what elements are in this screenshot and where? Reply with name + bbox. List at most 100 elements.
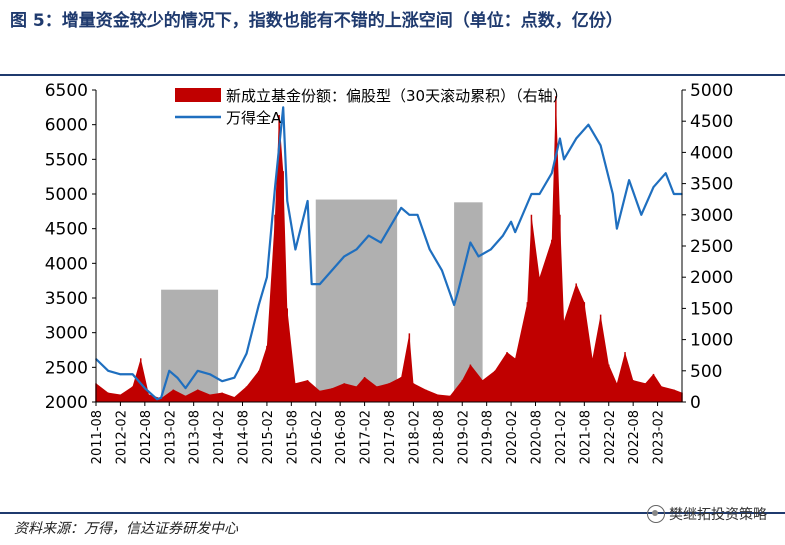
y-left-tick-label-9: 6500 bbox=[45, 81, 88, 101]
wind-all-a-point-56 bbox=[664, 172, 667, 174]
x-tick-label-13: 2018-02 bbox=[407, 410, 422, 464]
wind-all-a-point-19 bbox=[286, 200, 289, 202]
legend-swatch-bar bbox=[175, 88, 221, 102]
x-tick-label-15: 2019-02 bbox=[456, 410, 471, 464]
chart-area: 2000250030003500400045005000550060006500… bbox=[45, 81, 734, 464]
legend-label-line: 万得全A bbox=[226, 109, 282, 127]
y-right-tick-label-2: 1000 bbox=[690, 331, 733, 351]
wind-all-a-point-42 bbox=[514, 231, 516, 233]
shaded-period-2 bbox=[315, 199, 398, 402]
x-tick-label-6: 2014-08 bbox=[237, 410, 252, 464]
wind-all-a-point-21 bbox=[306, 200, 309, 202]
wind-all-a-point-31 bbox=[408, 214, 411, 216]
y-right-tick-label-5: 2500 bbox=[690, 237, 733, 257]
wind-all-a-point-34 bbox=[441, 269, 443, 272]
x-tick-label-7: 2015-02 bbox=[261, 410, 276, 464]
y-right-tick-label-10: 5000 bbox=[690, 81, 733, 101]
y-left-tick-label-4: 4000 bbox=[45, 254, 88, 274]
wind-all-a-point-3 bbox=[131, 373, 134, 376]
y-right-tick-label-7: 3500 bbox=[690, 175, 733, 195]
x-tick-label-0: 2011-08 bbox=[90, 410, 105, 464]
wind-all-a-point-43 bbox=[530, 193, 533, 195]
wind-all-a-point-10 bbox=[196, 370, 199, 372]
wind-all-a-point-20 bbox=[294, 248, 297, 251]
x-tick-label-10: 2016-08 bbox=[334, 410, 349, 464]
y-right-tick-label-3: 1500 bbox=[690, 299, 733, 319]
wind-all-a-point-48 bbox=[575, 137, 577, 140]
wind-all-a-point-45 bbox=[550, 172, 553, 174]
x-tick-label-19: 2021-02 bbox=[554, 410, 569, 464]
y-left-tick-label-0: 2000 bbox=[45, 393, 88, 413]
wind-all-a-point-49 bbox=[587, 123, 590, 126]
x-tick-label-20: 2021-08 bbox=[578, 410, 593, 464]
footer-divider bbox=[0, 512, 785, 514]
x-tick-label-12: 2017-08 bbox=[383, 410, 398, 464]
wind-all-a-point-14 bbox=[245, 352, 248, 355]
x-tick-label-17: 2020-02 bbox=[505, 410, 520, 464]
wind-all-a-point-46 bbox=[559, 137, 561, 140]
wind-all-a-point-57 bbox=[673, 193, 675, 195]
wind-all-a-point-55 bbox=[652, 186, 655, 188]
wind-all-a-point-5 bbox=[156, 398, 158, 401]
wind-all-a-point-39 bbox=[489, 248, 492, 251]
wind-all-a-point-37 bbox=[469, 241, 472, 244]
x-tick-label-1: 2012-02 bbox=[114, 410, 129, 464]
wind-all-a-point-27 bbox=[367, 234, 370, 237]
x-tick-label-23: 2023-02 bbox=[652, 410, 667, 464]
y-left-tick-label-1: 2500 bbox=[45, 358, 88, 378]
wind-all-a-point-18 bbox=[282, 106, 284, 109]
x-tick-label-3: 2013-02 bbox=[163, 410, 178, 464]
x-tick-label-11: 2017-02 bbox=[359, 410, 374, 464]
x-tick-label-16: 2019-08 bbox=[481, 410, 496, 464]
x-tick-label-21: 2022-02 bbox=[603, 410, 618, 464]
wind-all-a-point-17 bbox=[274, 186, 276, 188]
wind-all-a-point-50 bbox=[599, 144, 602, 147]
y-left-tick-label-8: 6000 bbox=[45, 116, 88, 136]
wind-all-a-point-22 bbox=[310, 283, 313, 285]
wind-all-a-point-26 bbox=[355, 248, 358, 251]
wind-all-a-point-13 bbox=[233, 376, 236, 379]
legend-label-bar: 新成立基金份额：偏股型（30天滚动累积）（右轴） bbox=[226, 87, 568, 105]
wind-all-a-point-24 bbox=[331, 269, 333, 272]
wind-all-a-point-41 bbox=[510, 220, 512, 223]
x-tick-label-22: 2022-08 bbox=[627, 410, 642, 464]
y-right-tick-label-0: 0 bbox=[690, 393, 701, 413]
y-right-tick-label-1: 500 bbox=[690, 362, 722, 382]
watermark-label: 樊继拓投资策略 bbox=[669, 507, 767, 523]
source-note: 资料来源：万得，信达证券研发中心 bbox=[14, 521, 238, 537]
y-left-tick-label-6: 5000 bbox=[45, 185, 88, 205]
watermark: 樊继拓投资策略 bbox=[647, 504, 767, 524]
wind-all-a-point-1 bbox=[107, 370, 110, 372]
wind-all-a-point-29 bbox=[392, 220, 394, 223]
y-left-tick-label-7: 5500 bbox=[45, 150, 88, 170]
wind-all-a-point-28 bbox=[380, 241, 382, 244]
y-right-tick-label-9: 4500 bbox=[690, 112, 733, 132]
wind-all-a-point-4 bbox=[144, 387, 146, 389]
y-right-tick-label-4: 2000 bbox=[690, 268, 733, 288]
wind-all-a-point-36 bbox=[457, 290, 459, 292]
y-left-tick-label-5: 4500 bbox=[45, 220, 88, 240]
y-right-tick-label-6: 3000 bbox=[690, 206, 733, 226]
x-tick-label-5: 2014-02 bbox=[212, 410, 227, 464]
wind-all-a-point-52 bbox=[616, 227, 618, 230]
wind-all-a-point-23 bbox=[319, 283, 321, 285]
wind-all-a-point-44 bbox=[538, 193, 541, 195]
y-left-tick-label-2: 3000 bbox=[45, 324, 88, 344]
wind-all-a-point-15 bbox=[257, 304, 260, 306]
y-left-tick-label-3: 3500 bbox=[45, 289, 88, 309]
wind-all-a-point-40 bbox=[502, 234, 504, 237]
wind-all-a-point-38 bbox=[477, 255, 480, 258]
wind-all-a-point-25 bbox=[343, 255, 346, 258]
chart-title: 图 5：增量资金较少的情况下，指数也能有不错的上涨空间（单位：点数，亿份） bbox=[10, 11, 623, 31]
x-tick-label-4: 2013-08 bbox=[188, 410, 203, 464]
title-divider bbox=[0, 74, 785, 76]
wind-all-a-point-53 bbox=[628, 179, 630, 181]
wind-all-a-point-6 bbox=[160, 397, 162, 399]
shaded-period-1 bbox=[161, 289, 219, 402]
wind-all-a-point-54 bbox=[640, 214, 643, 216]
x-tick-label-14: 2018-08 bbox=[432, 410, 447, 464]
x-tick-label-9: 2016-02 bbox=[310, 410, 325, 464]
wind-all-a-point-32 bbox=[416, 214, 419, 216]
wind-all-a-point-7 bbox=[168, 370, 171, 372]
wind-all-a-point-12 bbox=[221, 380, 223, 383]
